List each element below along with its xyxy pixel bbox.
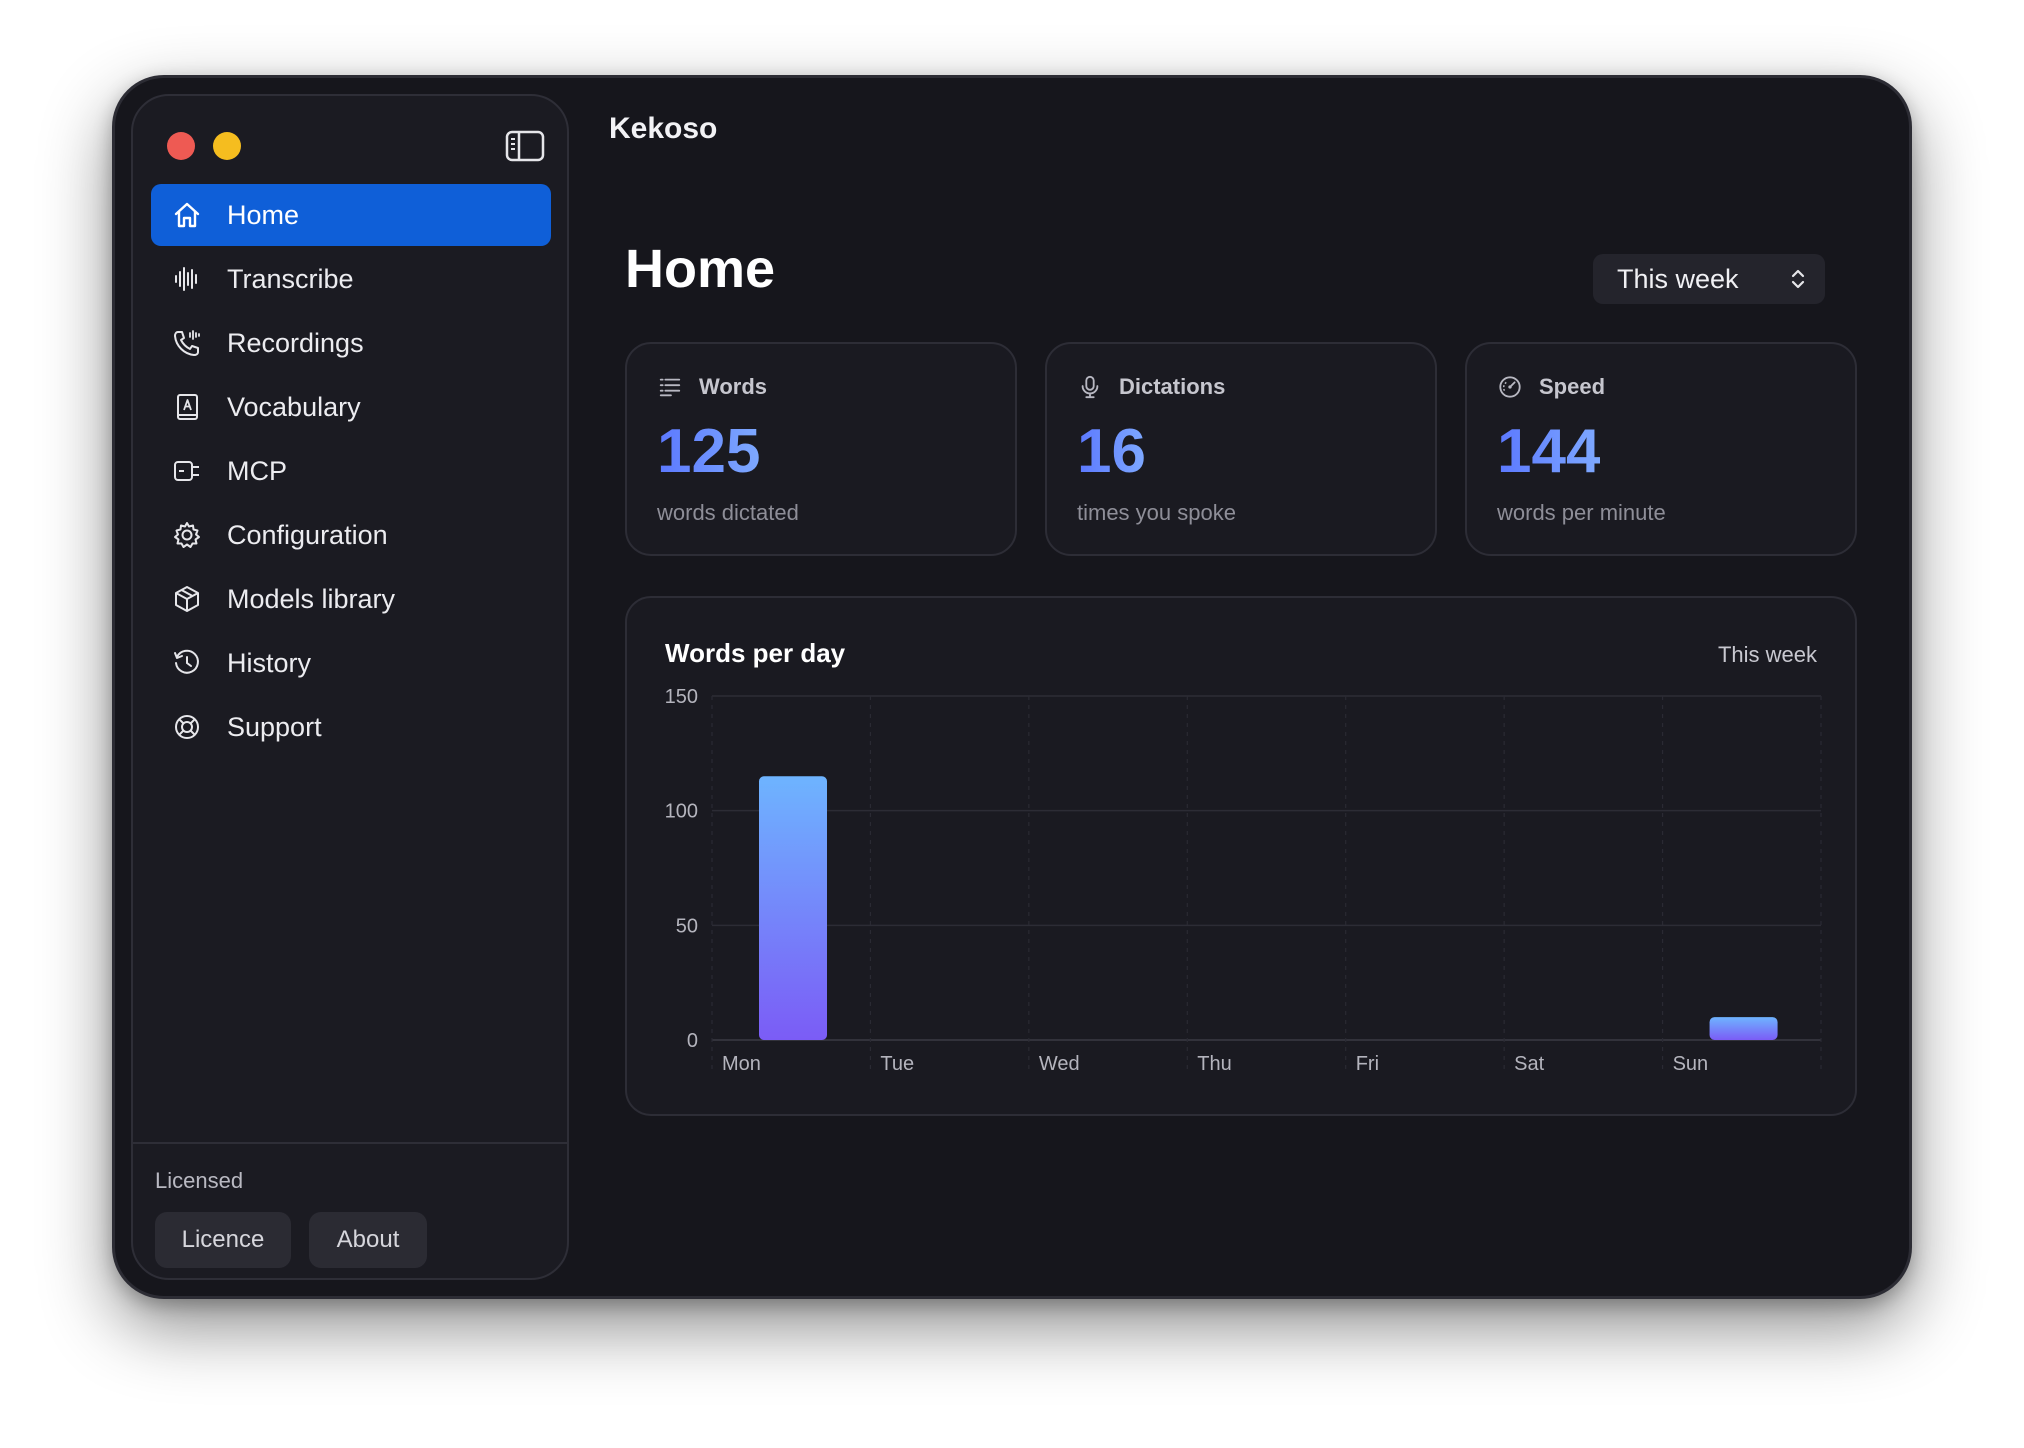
- sidebar-item-transcribe[interactable]: Transcribe: [151, 248, 551, 310]
- range-select-value: This week: [1617, 263, 1739, 294]
- plug-icon: [171, 455, 203, 487]
- licence-button[interactable]: Licence: [155, 1212, 291, 1268]
- microphone-icon: [1077, 374, 1103, 400]
- stat-caption: words dictated: [657, 500, 799, 525]
- sidebar: Home Transcribe Recordings Vocabulary: [131, 94, 569, 1280]
- stat-label: Dictations: [1119, 374, 1226, 399]
- stat-card-speed: Speed 144 words per minute: [1465, 342, 1857, 556]
- y-tick-label: 150: [665, 686, 698, 708]
- sidebar-item-models-library[interactable]: Models library: [151, 568, 551, 630]
- stat-caption: times you spoke: [1077, 500, 1236, 525]
- x-tick-label: Sun: [1673, 1053, 1709, 1075]
- sidebar-item-vocabulary[interactable]: Vocabulary: [151, 376, 551, 438]
- sidebar-item-label: Transcribe: [227, 263, 354, 294]
- sidebar-item-label: Home: [227, 199, 300, 230]
- cube-icon: [171, 583, 203, 615]
- stat-label: Words: [699, 374, 768, 399]
- gear-icon: [171, 519, 203, 551]
- app-window: Home Transcribe Recordings Vocabulary: [112, 75, 1912, 1299]
- sidebar-toggle-icon[interactable]: [505, 130, 545, 162]
- sidebar-nav: Home Transcribe Recordings Vocabulary: [151, 184, 551, 760]
- stat-card-words: Words 125 words dictated: [625, 342, 1017, 556]
- sidebar-item-label: History: [227, 647, 312, 678]
- page-title: Home: [625, 239, 776, 299]
- speedometer-icon: [1497, 374, 1523, 400]
- stat-value: 125: [657, 417, 761, 486]
- sidebar-item-label: Support: [227, 711, 322, 742]
- phone-waves-icon: [171, 327, 203, 359]
- sidebar-footer: Licensed Licence About: [133, 1142, 567, 1268]
- list-icon: [657, 374, 683, 400]
- chart-bar-mon: [759, 776, 827, 1040]
- x-tick-label: Fri: [1356, 1053, 1379, 1075]
- home-icon: [171, 199, 203, 231]
- app-title: Kekoso: [609, 112, 718, 145]
- sidebar-item-home[interactable]: Home: [151, 184, 551, 246]
- dictionary-icon: [171, 391, 203, 423]
- minimize-window-button[interactable]: [213, 132, 241, 160]
- stat-card-dictations: Dictations 16 times you spoke: [1045, 342, 1437, 556]
- words-per-day-chart: Words per day This week 0 50 100 150 Mon Tue W…: [625, 596, 1857, 1116]
- sidebar-item-label: MCP: [227, 455, 287, 486]
- stat-caption: words per minute: [1497, 500, 1666, 525]
- stat-value: 144: [1497, 417, 1601, 486]
- y-tick-label: 100: [665, 801, 698, 823]
- chart-range-label: This week: [1717, 642, 1817, 667]
- sidebar-item-mcp[interactable]: MCP: [151, 440, 551, 502]
- stat-label: Speed: [1539, 374, 1606, 399]
- about-button[interactable]: About: [309, 1212, 427, 1268]
- sidebar-item-configuration[interactable]: Configuration: [151, 504, 551, 566]
- chart-bar-sun: [1709, 1017, 1778, 1040]
- x-tick-label: Wed: [1039, 1053, 1080, 1075]
- sidebar-item-history[interactable]: History: [151, 632, 551, 694]
- lifebuoy-icon: [171, 711, 203, 743]
- range-select[interactable]: This week: [1593, 254, 1825, 304]
- x-tick-label: Tue: [880, 1053, 914, 1075]
- x-tick-label: Thu: [1197, 1053, 1231, 1075]
- y-tick-label: 0: [687, 1030, 698, 1052]
- sidebar-item-label: Configuration: [227, 519, 388, 550]
- history-icon: [171, 647, 203, 679]
- chevron-up-down-icon: [1787, 266, 1809, 292]
- x-tick-label: Mon: [722, 1053, 761, 1075]
- sidebar-item-label: Models library: [227, 583, 396, 614]
- sidebar-item-label: Vocabulary: [227, 391, 361, 422]
- sidebar-item-recordings[interactable]: Recordings: [151, 312, 551, 374]
- sidebar-item-label: Recordings: [227, 327, 364, 358]
- waveform-icon: [171, 263, 203, 295]
- chart-title: Words per day: [665, 638, 846, 668]
- sidebar-item-support[interactable]: Support: [151, 696, 551, 758]
- y-tick-label: 50: [676, 915, 698, 937]
- close-window-button[interactable]: [167, 132, 195, 160]
- bar-chart: 0 50 100 150 Mon Tue Wed Thu Fri Sat Sun: [665, 686, 1822, 1075]
- stat-value: 16: [1077, 417, 1146, 486]
- license-status: Licensed: [155, 1168, 244, 1193]
- x-tick-label: Sat: [1514, 1053, 1544, 1075]
